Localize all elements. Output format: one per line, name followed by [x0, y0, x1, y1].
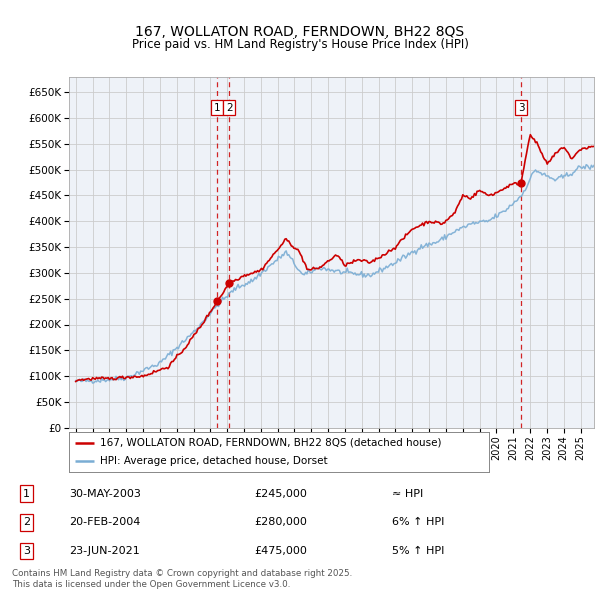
Text: 20-FEB-2004: 20-FEB-2004	[70, 517, 141, 527]
Text: 3: 3	[518, 103, 524, 113]
Text: 3: 3	[23, 546, 30, 556]
Text: £280,000: £280,000	[254, 517, 307, 527]
Text: 2: 2	[23, 517, 30, 527]
Text: Contains HM Land Registry data © Crown copyright and database right 2025.
This d: Contains HM Land Registry data © Crown c…	[12, 569, 352, 589]
Text: Price paid vs. HM Land Registry's House Price Index (HPI): Price paid vs. HM Land Registry's House …	[131, 38, 469, 51]
Text: HPI: Average price, detached house, Dorset: HPI: Average price, detached house, Dors…	[101, 456, 328, 466]
Text: £245,000: £245,000	[254, 489, 307, 499]
Text: 30-MAY-2003: 30-MAY-2003	[70, 489, 142, 499]
Text: 23-JUN-2021: 23-JUN-2021	[70, 546, 140, 556]
Text: ≈ HPI: ≈ HPI	[392, 489, 424, 499]
Text: 6% ↑ HPI: 6% ↑ HPI	[392, 517, 445, 527]
Text: 167, WOLLATON ROAD, FERNDOWN, BH22 8QS (detached house): 167, WOLLATON ROAD, FERNDOWN, BH22 8QS (…	[101, 438, 442, 448]
Text: 1: 1	[214, 103, 221, 113]
Text: 1: 1	[23, 489, 30, 499]
Text: 2: 2	[226, 103, 233, 113]
Text: 5% ↑ HPI: 5% ↑ HPI	[392, 546, 445, 556]
Text: 167, WOLLATON ROAD, FERNDOWN, BH22 8QS: 167, WOLLATON ROAD, FERNDOWN, BH22 8QS	[136, 25, 464, 39]
Text: £475,000: £475,000	[254, 546, 307, 556]
